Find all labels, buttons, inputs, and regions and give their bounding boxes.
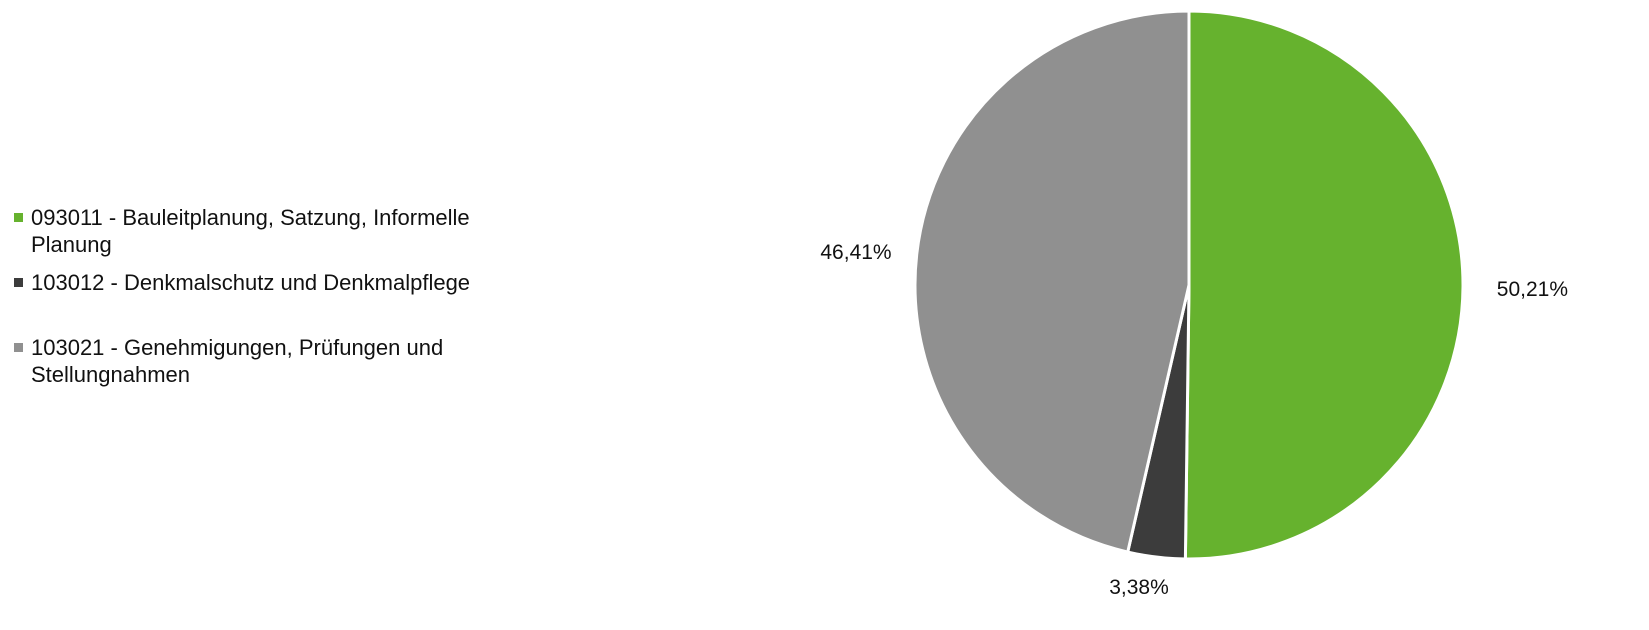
legend-label: 103012 - Denkmalschutz und Denkmalpflege xyxy=(31,270,471,295)
legend-item-103021: 103021 - Genehmigungen, Prüfungen und St… xyxy=(14,334,471,388)
legend-item-103012: 103012 - Denkmalschutz und Denkmalpflege xyxy=(14,269,511,296)
legend-label: 103021 - Genehmigungen, Prüfungen und St… xyxy=(31,335,444,387)
legend-swatch xyxy=(14,278,23,287)
legend-label: 093011 - Bauleitplanung, Satzung, Inform… xyxy=(31,205,470,257)
legend-item-093011: 093011 - Bauleitplanung, Satzung, Inform… xyxy=(14,204,511,258)
data-label-103021: 46,41% xyxy=(820,241,891,264)
legend-swatch xyxy=(14,343,23,352)
data-label-103012: 3,38% xyxy=(1109,576,1169,599)
pie-slice-1 xyxy=(1183,9,1465,561)
pie-slice-3 xyxy=(913,9,1191,554)
data-label-093011: 50,21% xyxy=(1497,278,1568,301)
legend-swatch xyxy=(14,213,23,222)
